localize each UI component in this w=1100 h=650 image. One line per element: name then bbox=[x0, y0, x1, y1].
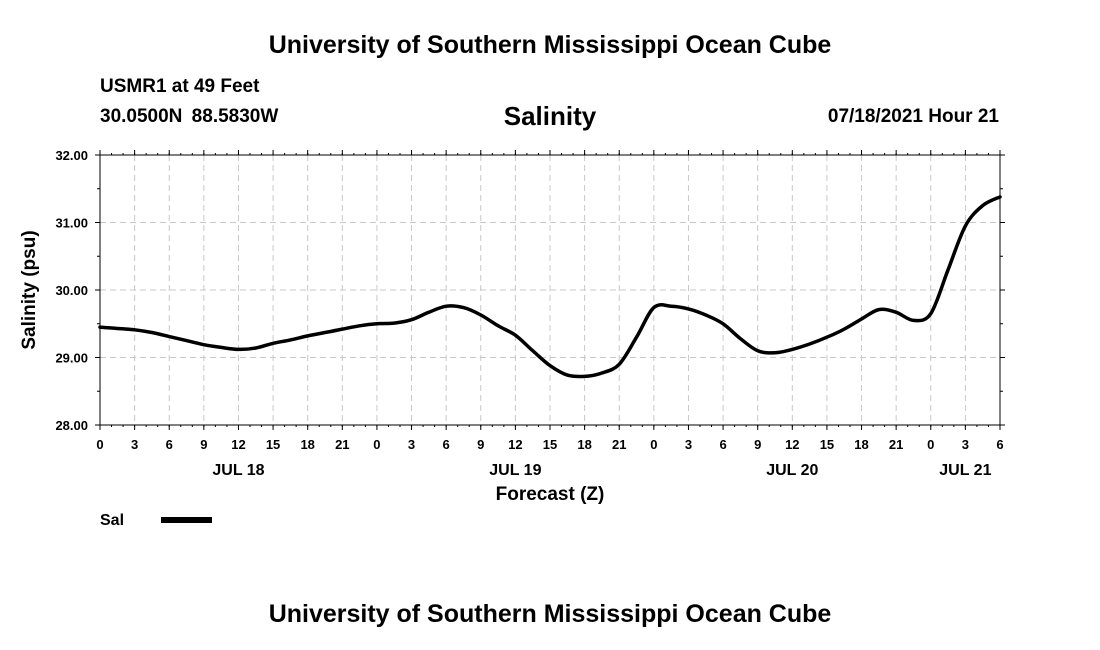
date-label: JUL 18 bbox=[212, 462, 264, 479]
y-tick-label: 29.00 bbox=[55, 351, 88, 366]
chart-title: Salinity bbox=[503, 101, 597, 131]
y-tick-label: 28.00 bbox=[55, 418, 88, 433]
x-tick-label: 15 bbox=[820, 437, 834, 452]
date-label: JUL 19 bbox=[489, 462, 541, 479]
date-label: JUL 20 bbox=[766, 462, 818, 479]
x-tick-label: 3 bbox=[685, 437, 692, 452]
x-tick-label: 18 bbox=[300, 437, 314, 452]
coordinates-label: 30.0500N 88.5830W bbox=[100, 106, 279, 127]
y-tick-label: 32.00 bbox=[55, 148, 88, 163]
x-tick-label: 15 bbox=[543, 437, 557, 452]
legend-label: Sal bbox=[100, 512, 124, 529]
x-tick-label: 0 bbox=[96, 437, 103, 452]
x-tick-label: 6 bbox=[166, 437, 173, 452]
date-label: JUL 21 bbox=[939, 462, 991, 479]
x-tick-label: 21 bbox=[335, 437, 349, 452]
x-tick-labels: 0 3 6 9 12 15 18 21 0 3 6 9 12 15 18 21 0 3 6 9 12 15 18 21 0 3 6 bbox=[96, 437, 1003, 452]
x-tick-label: 3 bbox=[131, 437, 138, 452]
x-tick-label: 3 bbox=[408, 437, 415, 452]
x-tick-label: 21 bbox=[889, 437, 903, 452]
station-label: USMR1 at 49 Feet bbox=[100, 76, 260, 97]
x-tick-label: 9 bbox=[477, 437, 484, 452]
x-tick-label: 9 bbox=[754, 437, 761, 452]
y-tick-labels: 28.00 29.00 30.00 31.00 32.00 bbox=[55, 148, 88, 433]
x-tick-label: 6 bbox=[443, 437, 450, 452]
bottom-title: University of Southern Mississippi Ocean… bbox=[268, 600, 832, 628]
top-title: University of Southern Mississippi Ocean… bbox=[268, 31, 832, 59]
y-tick-label: 31.00 bbox=[55, 216, 88, 231]
x-tick-label: 12 bbox=[508, 437, 522, 452]
date-labels: JUL 18 JUL 19 JUL 20 JUL 21 bbox=[212, 462, 991, 479]
x-tick-label: 6 bbox=[996, 437, 1003, 452]
x-tick-label: 12 bbox=[785, 437, 799, 452]
x-axis-label: Forecast (Z) bbox=[496, 484, 605, 505]
x-tick-label: 0 bbox=[927, 437, 934, 452]
x-tick-label: 21 bbox=[612, 437, 626, 452]
x-tick-label: 6 bbox=[719, 437, 726, 452]
x-tick-label: 9 bbox=[200, 437, 207, 452]
x-tick-label: 3 bbox=[962, 437, 969, 452]
datetime-label: 07/18/2021 Hour 21 bbox=[827, 106, 999, 127]
x-tick-label: 15 bbox=[266, 437, 280, 452]
y-tick-label: 30.00 bbox=[55, 283, 88, 298]
grid-lines bbox=[100, 155, 1000, 425]
x-tick-label: 18 bbox=[577, 437, 591, 452]
series-line-sal bbox=[98, 195, 1002, 379]
x-tick-label: 18 bbox=[854, 437, 868, 452]
x-tick-label: 12 bbox=[231, 437, 245, 452]
y-axis-label: Salinity (psu) bbox=[19, 230, 40, 349]
axis-ticks bbox=[95, 150, 1005, 430]
x-tick-label: 0 bbox=[650, 437, 657, 452]
x-tick-label: 0 bbox=[373, 437, 380, 452]
